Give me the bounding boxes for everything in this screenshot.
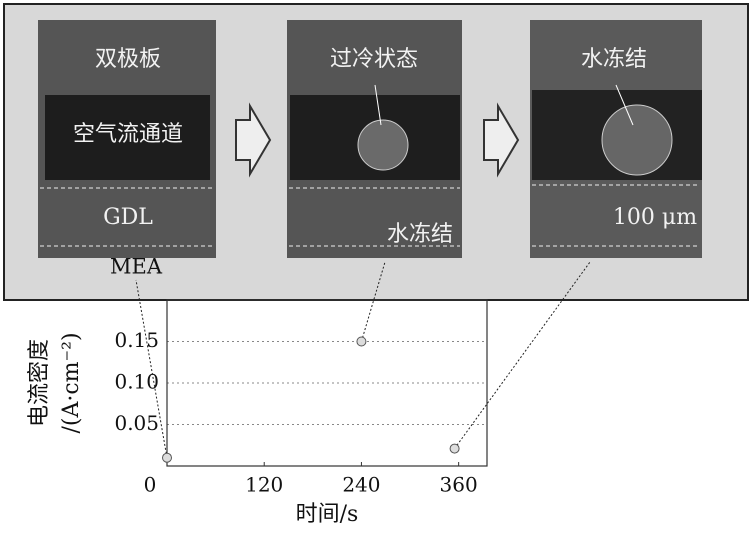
- y-tick-label: 0.10: [114, 370, 159, 394]
- photo-label: MEA: [110, 255, 163, 279]
- photo-label: 100 μm: [613, 205, 697, 230]
- pointer: [615, 84, 634, 126]
- point-marker: [356, 336, 367, 347]
- photos: 双极板 空气流通道 GDL 过冷状态 水冻结 水冻结 100 μm: [38, 20, 702, 258]
- x-axis-label: 时间/s: [296, 502, 359, 527]
- y-axis-label: /(A·cm⁻²): [59, 332, 84, 433]
- link-line: [360, 261, 386, 342]
- photo-label: 过冷状态: [330, 47, 418, 72]
- photo-label: 水冻结: [581, 47, 647, 72]
- arrow: [483, 102, 520, 178]
- y-axis-label: 电流密度: [27, 339, 52, 427]
- point-marker: [449, 443, 460, 454]
- photo-label: 水冻结: [387, 222, 453, 247]
- arrow: [235, 102, 272, 178]
- x-tick-label: 0: [144, 473, 157, 497]
- channel: [45, 95, 210, 180]
- y-tick-label: 0.05: [114, 411, 159, 435]
- x-tick-label: 120: [245, 473, 283, 497]
- droplet: [601, 104, 673, 176]
- pointer: [374, 84, 382, 126]
- point-marker: [162, 452, 172, 463]
- photo-label: 空气流通道: [73, 122, 183, 147]
- y-tick-label: 0.15: [114, 328, 159, 352]
- x-tick-label: 360: [440, 473, 478, 497]
- plot-frame: [166, 299, 488, 467]
- droplet: [357, 119, 409, 171]
- x-tick-label: 240: [342, 473, 380, 497]
- photo-label: GDL: [103, 205, 153, 230]
- link-line: [454, 261, 591, 449]
- photo-label: 双极板: [95, 47, 161, 72]
